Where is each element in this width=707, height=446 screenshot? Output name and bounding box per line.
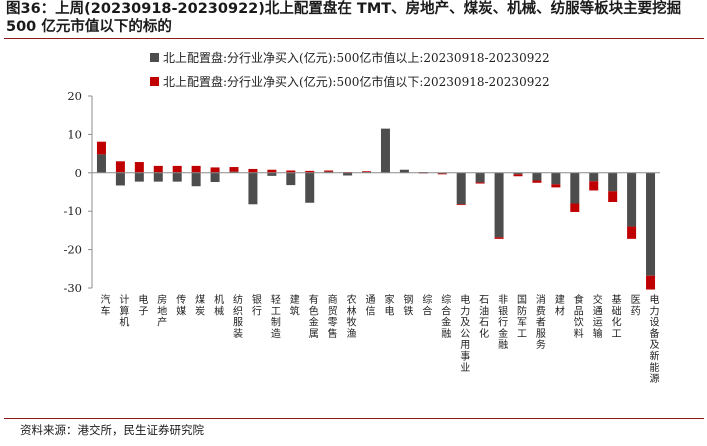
bar-large-cap-28: [627, 172, 637, 227]
bar-small-cap-27: [608, 191, 618, 202]
bar-large-cap-2: [134, 172, 144, 182]
y-tick-label-2: 0: [75, 166, 82, 180]
x-tick-label-9: 轻工制造: [271, 293, 281, 340]
bar-large-cap-0: [96, 154, 106, 173]
x-tick-label-16: 钢铁: [403, 293, 413, 317]
bar-large-cap-20: [475, 172, 485, 183]
bar-small-cap-6: [210, 167, 220, 173]
bar-large-cap-3: [153, 172, 163, 182]
bar-large-cap-1: [115, 172, 125, 186]
bar-large-cap-10: [286, 172, 296, 186]
bar-small-cap-26: [589, 181, 599, 191]
x-tick-label-7: 纺织服装: [233, 293, 243, 340]
bar-large-cap-6: [210, 172, 220, 183]
bar-large-cap-23: [532, 172, 542, 181]
x-tick-label-2: 电子: [138, 293, 148, 317]
y-tick-label-0: 20: [67, 89, 82, 103]
bar-small-cap-5: [191, 165, 201, 173]
legend-label-1: 北上配置盘:分行业净买入(亿元):500亿市值以下:20230918-20230…: [163, 74, 550, 89]
bar-chart: 北上配置盘:分行业净买入(亿元):500亿市值以上:20230918-20230…: [63, 50, 660, 385]
bar-small-cap-21: [494, 237, 504, 239]
x-tick-label-1: 计算机: [119, 293, 129, 329]
bar-large-cap-21: [494, 172, 504, 238]
x-tick-label-11: 有色金属: [309, 293, 319, 340]
bar-large-cap-13: [343, 172, 353, 176]
x-tick-label-28: 医药: [631, 294, 641, 317]
bar-small-cap-25: [570, 203, 580, 212]
bar-small-cap-3: [153, 165, 163, 173]
chart-title: 图36：上周(20230918-20230922)北上配置盘在 TMT、房地产、…: [6, 1, 682, 35]
x-tick-label-14: 通信: [366, 294, 376, 317]
x-tick-label-13: 农林牧渔: [347, 293, 357, 340]
bar-small-cap-0: [96, 141, 106, 155]
x-tick-label-17: 综合: [422, 293, 432, 317]
title-divider: [4, 38, 704, 39]
bar-small-cap-22: [513, 174, 523, 177]
bar-small-cap-8: [248, 168, 258, 173]
bar-small-cap-18: [437, 173, 447, 175]
y-tick-label-5: -30: [63, 281, 82, 295]
legend-swatch-1: [150, 77, 159, 86]
bar-large-cap-27: [608, 172, 618, 192]
x-tick-label-8: 银行: [252, 293, 262, 317]
bar-large-cap-22: [513, 172, 523, 175]
bar-large-cap-16: [399, 169, 409, 173]
bar-small-cap-4: [172, 165, 182, 173]
x-tick-label-10: 建筑: [290, 293, 300, 317]
y-tick-label-1: 10: [67, 127, 82, 141]
x-tick-label-23: 消费者服务: [536, 293, 546, 351]
x-tick-label-29: 电力设备及新能源: [650, 293, 660, 385]
x-tick-label-0: 汽车: [100, 293, 110, 317]
bar-small-cap-23: [532, 180, 542, 183]
x-tick-label-26: 交通运输: [593, 293, 603, 340]
bar-small-cap-24: [551, 184, 561, 188]
x-tick-label-25: 食品饮料: [574, 293, 584, 340]
bar-small-cap-7: [229, 167, 239, 172]
bar-small-cap-10: [286, 170, 296, 173]
bar-small-cap-11: [305, 170, 315, 173]
bar-large-cap-29: [646, 172, 656, 276]
bar-large-cap-4: [172, 172, 182, 182]
bar-small-cap-2: [134, 162, 144, 173]
bar-large-cap-26: [589, 172, 599, 182]
bar-small-cap-1: [115, 161, 125, 173]
bar-small-cap-9: [267, 169, 277, 173]
bar-small-cap-29: [646, 275, 656, 290]
x-tick-label-15: 家电: [384, 293, 394, 317]
bar-large-cap-5: [191, 172, 201, 187]
bar-large-cap-15: [380, 128, 390, 173]
bar-large-cap-25: [570, 172, 580, 204]
y-tick-label-3: -10: [63, 204, 82, 218]
legend-label-0: 北上配置盘:分行业净买入(亿元):500亿市值以上:20230918-20230…: [163, 50, 550, 65]
bar-small-cap-20: [475, 182, 485, 184]
bar-small-cap-19: [456, 204, 466, 206]
x-tick-label-20: 石油石化: [479, 295, 489, 340]
source-note: 资料来源：港交所，民生证券研究院: [20, 423, 204, 437]
bar-large-cap-12: [324, 171, 334, 173]
x-tick-label-18: 综合金融: [441, 293, 451, 340]
bar-large-cap-9: [267, 172, 277, 176]
x-tick-label-27: 基础化工: [612, 293, 622, 340]
y-tick-label-4: -20: [63, 243, 82, 257]
bar-large-cap-8: [248, 172, 258, 205]
footer-divider: [4, 418, 704, 419]
bar-large-cap-11: [305, 172, 315, 203]
bar-small-cap-12: [324, 170, 334, 172]
bar-large-cap-19: [456, 172, 466, 205]
x-tick-label-6: 机械: [214, 293, 224, 317]
bar-small-cap-28: [627, 226, 637, 239]
bar-large-cap-24: [551, 172, 561, 185]
x-tick-label-3: 房地产: [157, 293, 167, 329]
x-tick-label-21: 非银行金融: [498, 294, 508, 351]
x-tick-label-5: 煤炭: [195, 293, 205, 317]
legend-swatch-0: [150, 53, 159, 62]
x-tick-label-19: 电力及公用事业: [460, 293, 470, 374]
x-tick-label-4: 传媒: [176, 294, 186, 317]
x-tick-label-24: 建材: [555, 293, 565, 317]
x-tick-label-22: 国防军工: [517, 294, 527, 340]
x-tick-label-12: 商贸零售: [328, 293, 338, 340]
bar-small-cap-14: [362, 171, 372, 173]
bar-large-cap-7: [229, 171, 239, 173]
